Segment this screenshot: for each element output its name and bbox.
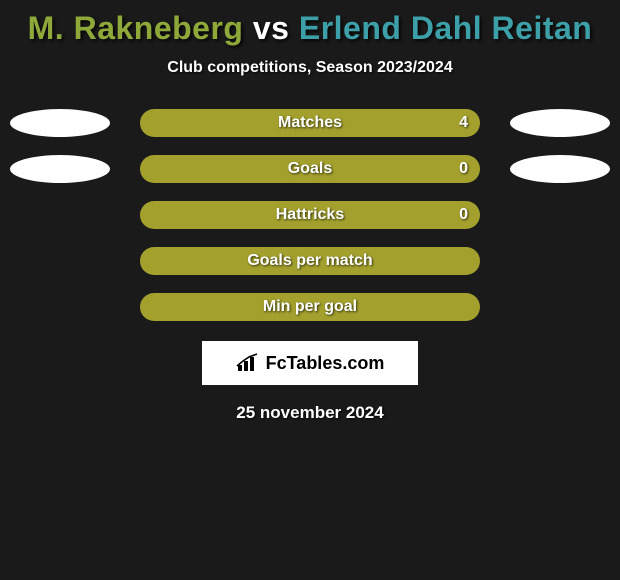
bar-chart-icon <box>236 353 260 373</box>
stat-bar: Goals 0 <box>140 155 480 183</box>
stat-value: 4 <box>459 114 468 132</box>
comparison-card: M. Rakneberg vs Erlend Dahl Reitan Club … <box>0 0 620 423</box>
right-ellipse <box>510 109 610 137</box>
stat-label: Min per goal <box>263 298 357 316</box>
stat-label: Matches <box>278 114 342 132</box>
subtitle: Club competitions, Season 2023/2024 <box>167 59 452 77</box>
stat-bar: Goals per match <box>140 247 480 275</box>
stat-value: 0 <box>459 206 468 224</box>
vs-separator: vs <box>253 10 290 46</box>
left-ellipse <box>10 109 110 137</box>
logo-text: FcTables.com <box>266 353 385 374</box>
stat-value: 0 <box>459 160 468 178</box>
player2-name: Erlend Dahl Reitan <box>299 10 593 46</box>
page-title: M. Rakneberg vs Erlend Dahl Reitan <box>28 10 593 47</box>
stat-bar: Matches 4 <box>140 109 480 137</box>
right-ellipse <box>510 155 610 183</box>
player1-name: M. Rakneberg <box>28 10 244 46</box>
left-ellipse <box>10 155 110 183</box>
logo-box: FcTables.com <box>202 341 418 385</box>
date-text: 25 november 2024 <box>236 403 383 423</box>
stat-label: Goals <box>288 160 332 178</box>
stat-row: Matches 4 <box>0 109 620 137</box>
stat-row: Goals 0 <box>0 155 620 183</box>
stat-label: Goals per match <box>247 252 372 270</box>
stat-row: Hattricks 0 <box>0 201 620 229</box>
stats-rows: Matches 4 Goals 0 Hattricks 0 Goals per match M… <box>0 109 620 321</box>
stat-row: Goals per match <box>0 247 620 275</box>
stat-row: Min per goal <box>0 293 620 321</box>
stat-label: Hattricks <box>276 206 344 224</box>
stat-bar: Min per goal <box>140 293 480 321</box>
stat-bar: Hattricks 0 <box>140 201 480 229</box>
